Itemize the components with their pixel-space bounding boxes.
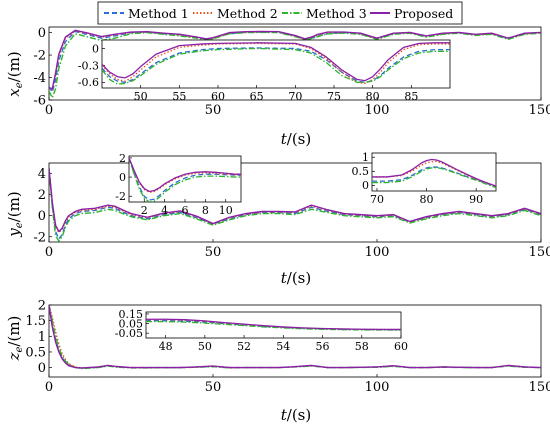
xlabel-1: t/(s) xyxy=(281,130,312,148)
p1-inset-series-proposed xyxy=(102,42,450,82)
p2-inset-left-series-method2 xyxy=(129,157,241,194)
p3-inset-xtick-label: 52 xyxy=(237,340,251,353)
p2-inset-left-xtick-label: 4 xyxy=(161,204,168,217)
p3-inset-series-method3 xyxy=(146,320,401,331)
p1-inset-xtick-label: 60 xyxy=(211,90,225,103)
p2-ytick-label: 2 xyxy=(38,188,46,203)
p3-inset-ytick-label: 0.15 xyxy=(119,308,144,321)
p2-inset-right-ytick-label: 0.5 xyxy=(352,165,370,178)
p3-ytick-label: 1 xyxy=(38,330,46,345)
p1-inset-xtick-label: 80 xyxy=(366,90,380,103)
p1-inset-xtick-label: 70 xyxy=(288,90,302,103)
p3-inset-xtick-label: 56 xyxy=(316,340,330,353)
p1-inset-ytick-label: 0 xyxy=(92,42,99,55)
p1-inset-series-method2 xyxy=(102,42,450,85)
p2-inset-left-xtick-label: 2 xyxy=(141,204,148,217)
p2-ytick-label: 4 xyxy=(38,167,46,182)
p3-inset-xtick-label: 54 xyxy=(276,340,290,353)
p1-xtick-label: 50 xyxy=(205,103,222,118)
p2-inset-right-frame xyxy=(371,152,497,192)
p2-inset-left-series-proposed xyxy=(129,157,241,193)
p2-series-proposed xyxy=(49,168,541,233)
panel-x-error: 0 50 100 150 0 -2 -4 -6 50 55 60 65 70 75 80 85 0 -0.3 -0.… xyxy=(33,26,550,118)
p2-inset-right-series-method3 xyxy=(372,166,496,189)
p3-ytick-label: 0 xyxy=(38,361,46,376)
p2-inset-right-xtick-label: 70 xyxy=(370,193,384,206)
p3-inset-xtick-label: 60 xyxy=(394,340,408,353)
p1-ytick-label: -6 xyxy=(33,94,46,109)
p1-inset-xtick-label: 50 xyxy=(134,90,148,103)
p2-inset-left-ytick-label: -2 xyxy=(115,190,126,203)
p2-inset-right-series-proposed xyxy=(372,158,496,187)
p3-inset-xtick-label: 58 xyxy=(355,340,369,353)
p2-inset-right-xtick-label: 90 xyxy=(469,193,483,206)
p2-xtick-label: 100 xyxy=(365,245,390,260)
xlabel-2: t/(s) xyxy=(281,269,312,287)
p2-inset-right-ytick-label: 1 xyxy=(362,151,369,164)
p3-xtick-label: 0 xyxy=(45,380,53,395)
p1-xtick-label: 150 xyxy=(529,103,550,118)
p1-inset-series-method1 xyxy=(102,47,450,83)
p2-inset-left-ytick-label: 2 xyxy=(119,152,126,165)
ylabel-x: xe/(m) xyxy=(5,51,25,96)
p2-inset-right-xtick-label: 80 xyxy=(420,193,434,206)
legend-label-proposed: Proposed xyxy=(394,6,453,21)
p3-ytick-label: 1.5 xyxy=(25,314,46,329)
p2-inset-right-series-method2 xyxy=(372,160,496,187)
p2-ytick-label: -2 xyxy=(33,230,46,245)
p3-xtick-label: 100 xyxy=(365,380,390,395)
p1-ytick-label: 0 xyxy=(38,26,46,41)
p3-inset-series-proposed xyxy=(146,318,401,331)
p1-inset-frame xyxy=(101,39,451,89)
legend-label-method2: Method 2 xyxy=(217,6,278,21)
p2-inset-left-series-method1 xyxy=(129,157,241,201)
p3-series-proposed xyxy=(49,305,541,369)
p1-inset-xtick-label: 75 xyxy=(327,90,341,103)
p1-inset-xtick-label: 85 xyxy=(404,90,418,103)
p3-xtick-label: 150 xyxy=(529,380,550,395)
p1-inset-ytick-label: -0.3 xyxy=(78,59,99,72)
p2-inset-left-xtick-label: 6 xyxy=(182,204,189,217)
legend-box xyxy=(97,1,463,25)
p3-xtick-label: 50 xyxy=(205,380,222,395)
p2-ytick-label: 0 xyxy=(38,209,46,224)
p1-xtick-label: 0 xyxy=(45,103,53,118)
p1-inset-series-method3 xyxy=(102,47,450,85)
p3-inset-frame xyxy=(145,311,402,339)
p2-inset-left-xtick-label: 10 xyxy=(219,204,233,217)
p1-inset-xtick-label: 65 xyxy=(250,90,264,103)
legend-label-method3: Method 3 xyxy=(306,6,367,21)
p1-ytick-label: -4 xyxy=(33,71,46,86)
legend-label-method1: Method 1 xyxy=(128,6,189,21)
p1-inset-ytick-label: -0.6 xyxy=(78,76,99,89)
p2-inset-left-ytick-label: 0 xyxy=(119,171,126,184)
p3-inset-xtick-label: 48 xyxy=(159,340,173,353)
p2-inset-right-ytick-label: 0 xyxy=(362,179,369,192)
p3-inset-ytick-label: -0.05 xyxy=(115,327,143,340)
p1-ytick-label: -2 xyxy=(33,49,46,64)
p2-inset-left-frame xyxy=(128,155,242,203)
p3-inset-ytick-label: 0.05 xyxy=(119,317,144,330)
ylabel-z: ze/(m) xyxy=(5,316,25,362)
p2-xtick-label: 0 xyxy=(45,245,53,260)
p2-xtick-label: 150 xyxy=(529,245,550,260)
p1-series-method3 xyxy=(49,31,541,99)
p3-ytick-label: 0.5 xyxy=(25,346,46,361)
ylabel-y: ye/(m) xyxy=(5,191,25,237)
xlabel-3: t/(s) xyxy=(281,406,312,424)
p2-inset-left-series-method3 xyxy=(129,157,241,202)
p3-inset-xtick-label: 50 xyxy=(198,340,212,353)
p2-inset-left-xtick-label: 8 xyxy=(202,204,209,217)
p1-series-proposed xyxy=(49,29,541,90)
p2-series-method3 xyxy=(49,168,541,242)
p3-ytick-label: 2 xyxy=(38,299,46,314)
legend: Method 1 Method 2 Method 3 Proposed xyxy=(97,1,463,25)
p2-xtick-label: 50 xyxy=(205,245,222,260)
p1-inset-xtick-label: 55 xyxy=(172,90,186,103)
p1-xtick-label: 100 xyxy=(365,103,390,118)
